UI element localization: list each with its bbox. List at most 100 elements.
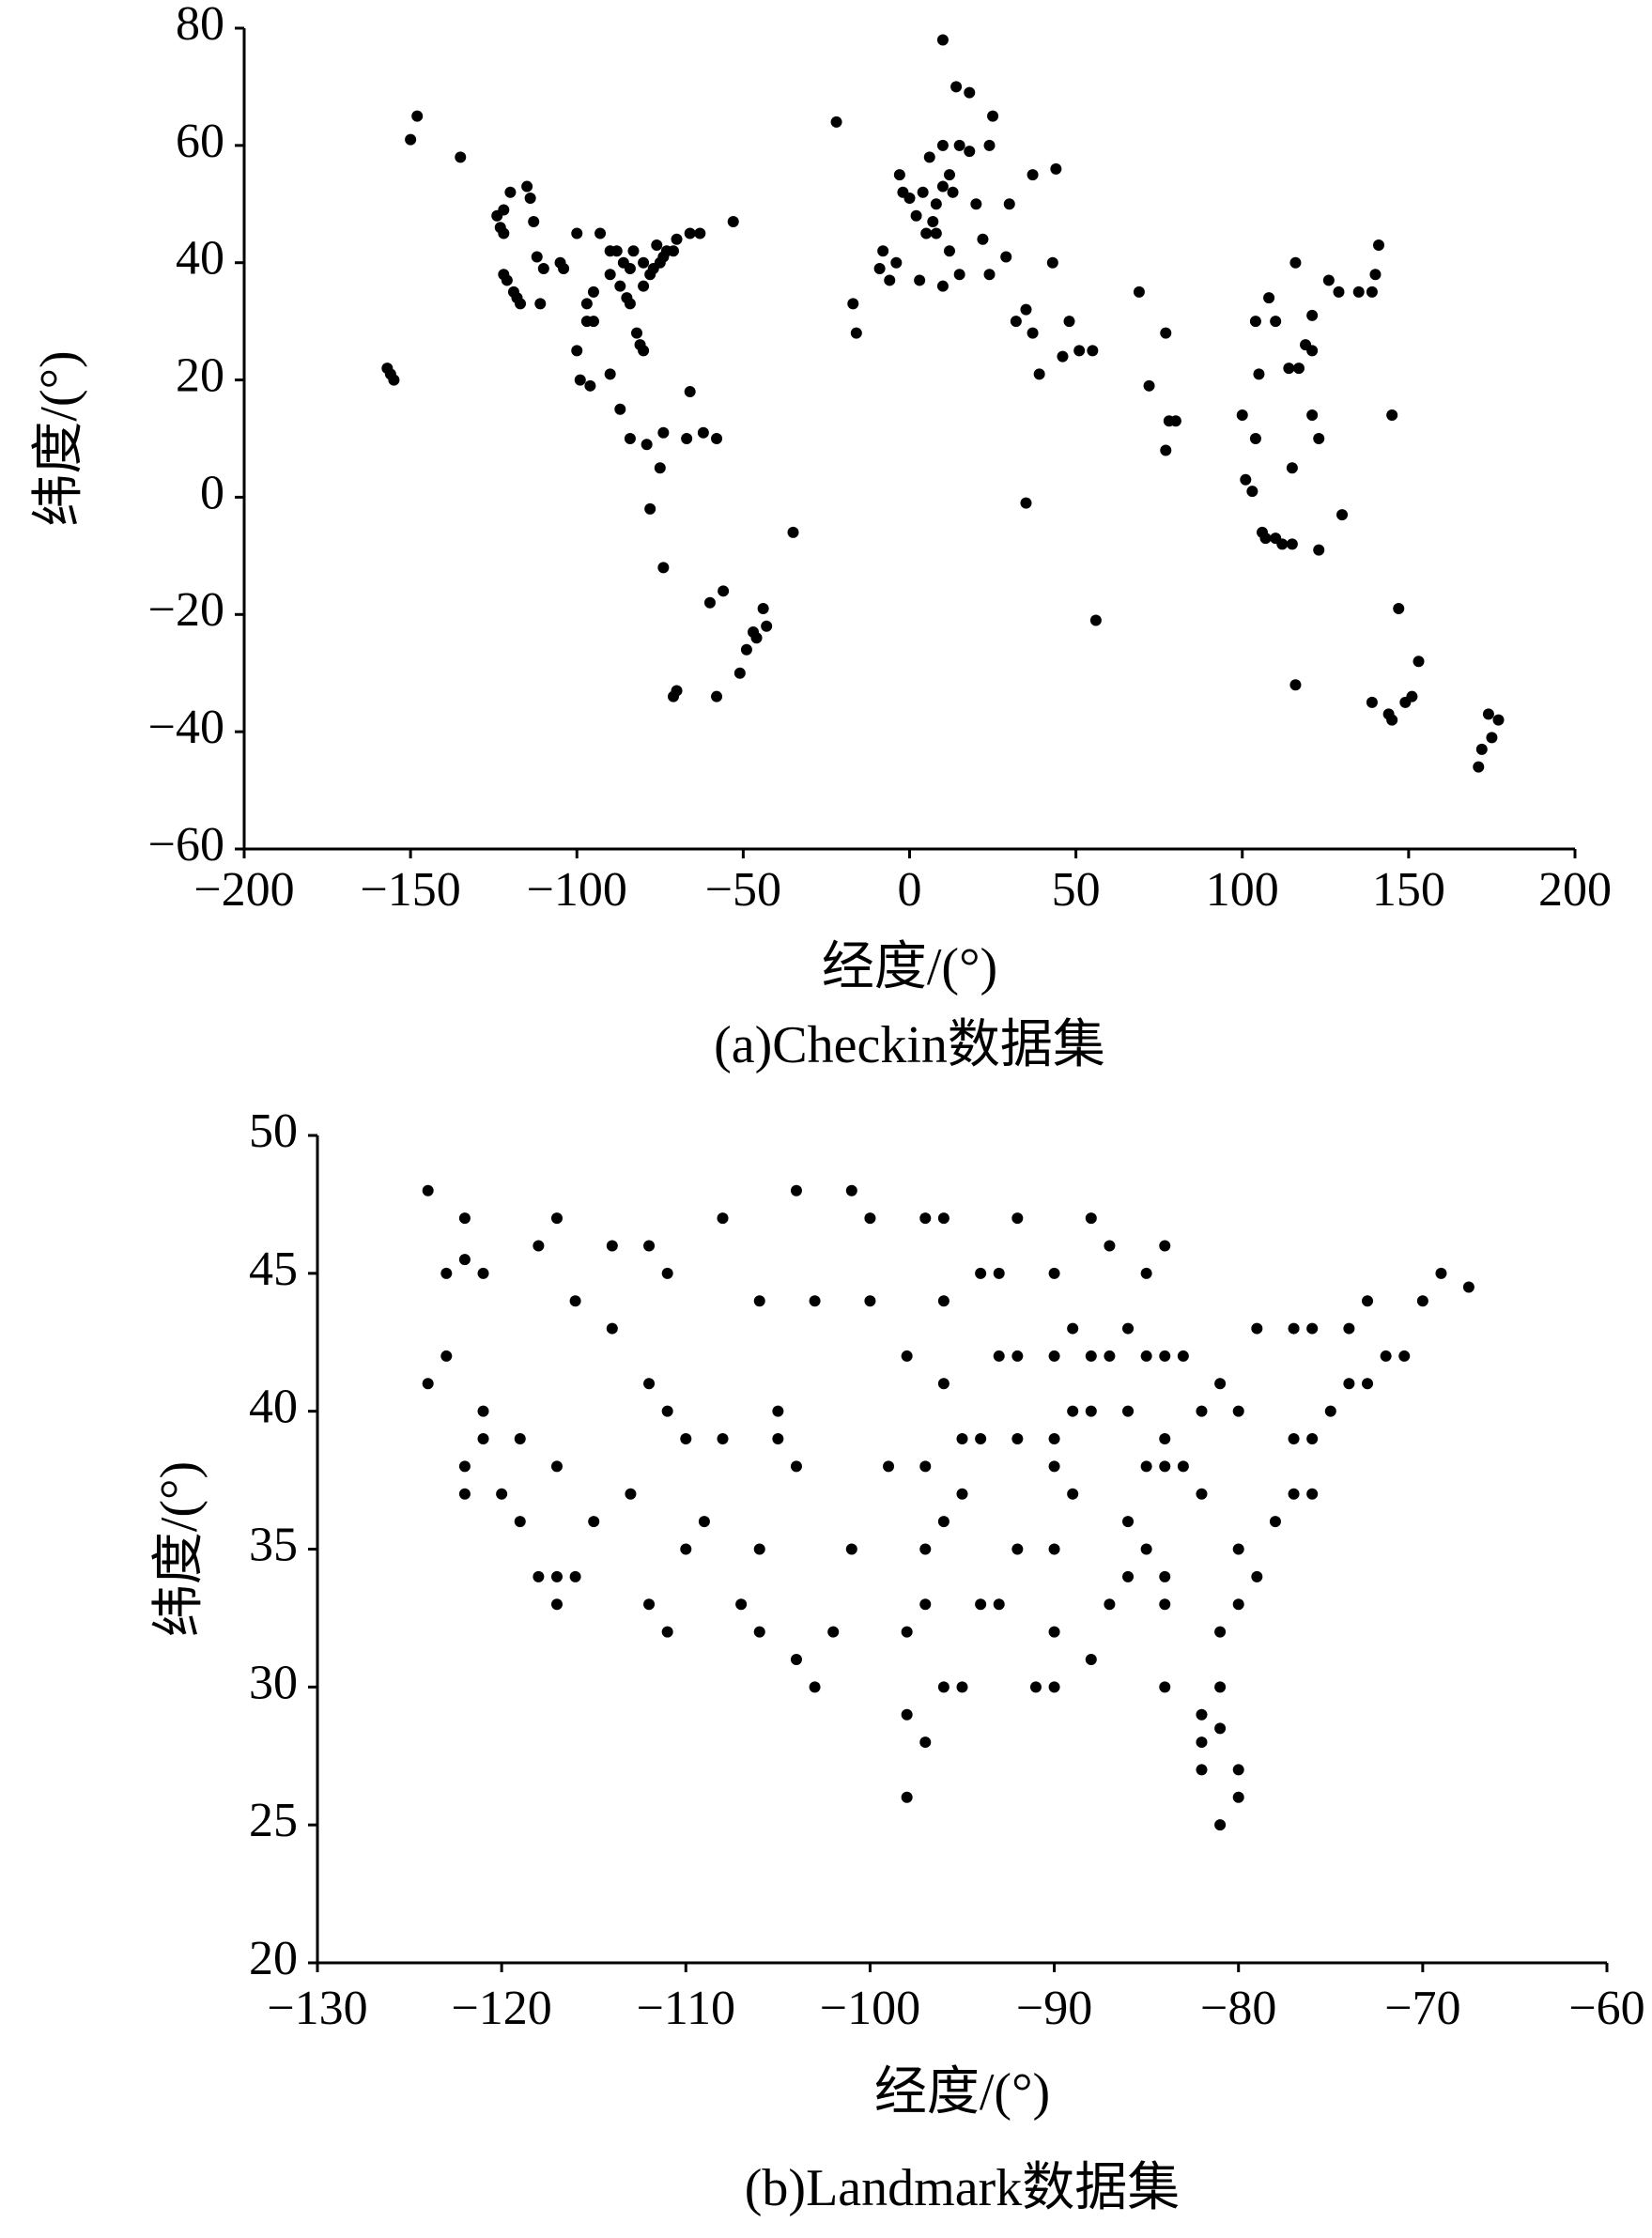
point — [873, 262, 886, 274]
point — [624, 433, 636, 444]
point — [604, 368, 616, 380]
point — [631, 327, 643, 339]
point — [610, 245, 623, 257]
point — [458, 1212, 471, 1225]
point — [883, 1460, 895, 1473]
point — [977, 233, 989, 245]
point — [1306, 409, 1319, 422]
point — [580, 298, 593, 310]
y-axis-label: 纬度/(°) — [150, 1461, 208, 1637]
point — [790, 1460, 802, 1473]
point — [1286, 538, 1298, 550]
point — [919, 1736, 932, 1749]
point — [1159, 1681, 1171, 1693]
point — [684, 227, 696, 239]
point — [625, 1488, 637, 1500]
point — [919, 1598, 932, 1611]
point — [1159, 1433, 1171, 1445]
point — [501, 274, 513, 286]
point — [1263, 292, 1275, 304]
point — [606, 1240, 618, 1252]
point — [864, 1212, 876, 1225]
point — [1283, 363, 1295, 375]
point — [531, 251, 543, 263]
x-tick-label: 100 — [1206, 863, 1279, 917]
x-tick-label: 50 — [1052, 863, 1101, 917]
y-tick-label: −40 — [148, 701, 224, 754]
point — [845, 1184, 857, 1196]
point — [667, 690, 679, 702]
point — [458, 1254, 471, 1266]
point — [458, 1460, 471, 1473]
point — [1306, 1433, 1319, 1445]
x-tick-label: −50 — [705, 863, 781, 917]
point — [1196, 1708, 1208, 1721]
point — [1003, 198, 1015, 210]
point — [809, 1295, 821, 1307]
point — [919, 1543, 932, 1555]
point — [1232, 1764, 1244, 1776]
point — [1159, 1598, 1171, 1611]
point — [1104, 1598, 1116, 1611]
point — [953, 139, 965, 151]
point — [477, 1433, 489, 1445]
point — [643, 1240, 656, 1252]
point — [1196, 1764, 1208, 1776]
point — [1306, 1322, 1319, 1335]
point — [937, 1681, 950, 1693]
point — [1276, 538, 1289, 550]
point — [1020, 303, 1032, 316]
point — [1122, 1516, 1135, 1528]
point — [877, 245, 889, 257]
point — [1000, 251, 1012, 263]
point — [1486, 732, 1498, 744]
point — [757, 603, 769, 615]
point — [588, 1516, 600, 1528]
point — [1286, 462, 1298, 474]
point — [1140, 1267, 1152, 1279]
y-tick-label: 20 — [249, 1932, 298, 1985]
point — [864, 1295, 876, 1307]
point — [809, 1681, 821, 1693]
point — [790, 1653, 802, 1665]
point — [761, 620, 773, 632]
point — [1177, 1460, 1189, 1473]
point — [901, 1350, 913, 1362]
point — [1416, 1295, 1428, 1307]
y-tick-label: −60 — [148, 818, 224, 872]
point — [914, 274, 926, 286]
point — [680, 1543, 692, 1555]
point — [1292, 363, 1305, 375]
point — [587, 286, 599, 298]
point — [919, 1212, 932, 1225]
point — [1232, 1791, 1244, 1803]
point — [901, 1626, 913, 1638]
point — [1140, 1460, 1152, 1473]
point — [1462, 1281, 1474, 1293]
point — [975, 1433, 987, 1445]
point — [405, 133, 417, 146]
point — [1251, 1570, 1263, 1582]
y-tick-label: 40 — [249, 1381, 298, 1434]
point — [1300, 339, 1312, 351]
point — [950, 81, 963, 93]
point — [1011, 1212, 1024, 1225]
point — [1160, 327, 1172, 339]
point — [504, 186, 517, 198]
point — [983, 139, 996, 151]
point — [1048, 1460, 1060, 1473]
point — [787, 526, 799, 538]
caption: (a)Checkin数据集 — [714, 1016, 1105, 1074]
point — [584, 379, 596, 392]
point — [1333, 286, 1345, 298]
point — [1169, 415, 1181, 427]
point — [1322, 274, 1335, 286]
point — [884, 274, 896, 286]
point — [1048, 1350, 1060, 1362]
point — [1196, 1736, 1208, 1749]
point — [667, 245, 679, 257]
point — [893, 169, 905, 181]
point — [1140, 1350, 1152, 1362]
point — [790, 1184, 802, 1196]
